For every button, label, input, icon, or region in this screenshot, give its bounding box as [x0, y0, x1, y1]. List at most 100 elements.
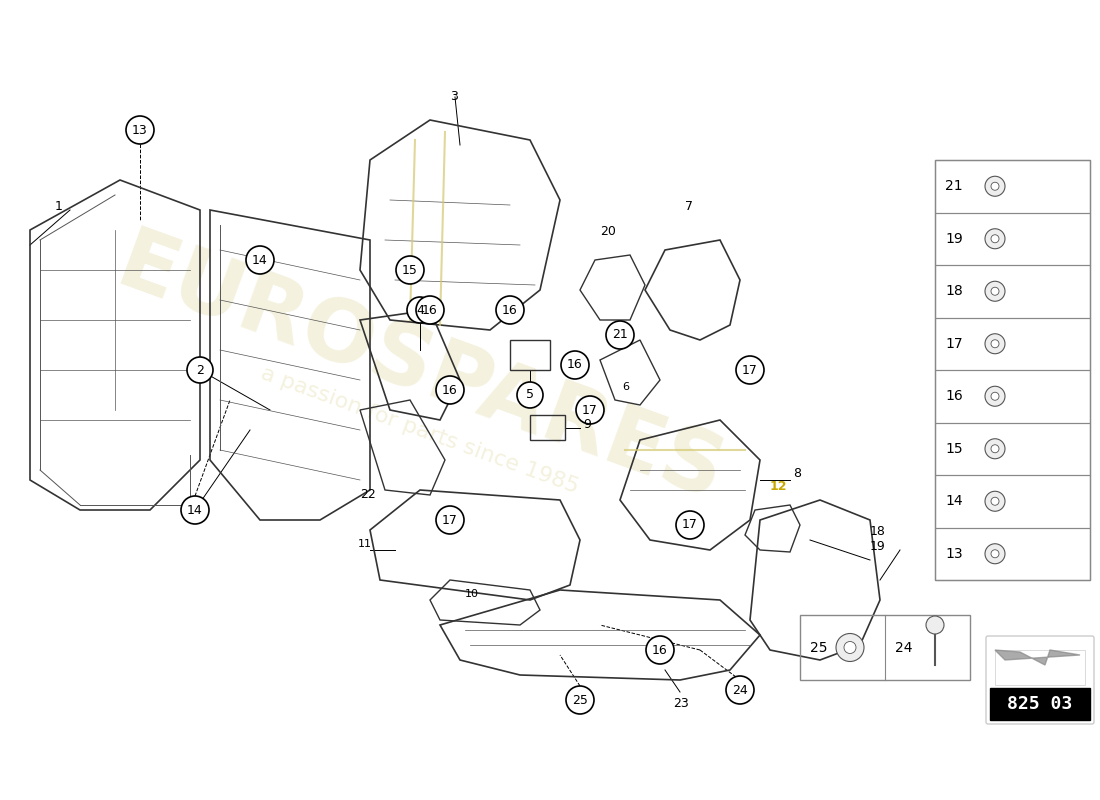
Circle shape [736, 356, 764, 384]
Text: 15: 15 [403, 263, 418, 277]
Bar [935, 265, 1090, 318]
Bar [935, 160, 1090, 213]
Text: EUROSPARES: EUROSPARES [106, 222, 735, 518]
Text: 9: 9 [583, 418, 591, 431]
Circle shape [991, 182, 999, 190]
Bar [935, 160, 1090, 580]
Circle shape [984, 386, 1005, 406]
Text: 17: 17 [682, 518, 697, 531]
Bar [510, 340, 550, 370]
FancyBboxPatch shape [986, 636, 1094, 724]
Text: 21: 21 [945, 179, 962, 194]
Text: 25: 25 [810, 641, 827, 654]
Text: 17: 17 [582, 403, 598, 417]
Circle shape [246, 246, 274, 274]
Text: 23: 23 [673, 697, 689, 710]
Circle shape [517, 382, 543, 408]
Text: 17: 17 [945, 337, 962, 350]
Text: 24: 24 [895, 641, 913, 654]
Text: 1: 1 [55, 200, 63, 213]
Circle shape [844, 642, 856, 654]
Text: 18: 18 [870, 525, 886, 538]
Text: 14: 14 [945, 494, 962, 508]
Circle shape [436, 506, 464, 534]
Circle shape [606, 321, 634, 349]
Text: 25: 25 [572, 694, 587, 706]
Circle shape [496, 296, 524, 324]
Circle shape [991, 392, 999, 400]
Text: 16: 16 [568, 358, 583, 371]
Text: 22: 22 [360, 488, 376, 501]
Circle shape [126, 116, 154, 144]
Bar [935, 213, 1090, 265]
Circle shape [991, 498, 999, 506]
Circle shape [926, 616, 944, 634]
Bar [990, 688, 1090, 720]
Circle shape [416, 296, 444, 324]
Text: 19: 19 [945, 232, 962, 246]
Text: 16: 16 [945, 390, 962, 403]
Text: 5: 5 [526, 389, 534, 402]
Text: 13: 13 [132, 123, 147, 137]
Polygon shape [996, 650, 1080, 665]
Circle shape [984, 491, 1005, 511]
Circle shape [561, 351, 588, 379]
Circle shape [984, 229, 1005, 249]
Text: 8: 8 [793, 467, 801, 480]
Circle shape [991, 287, 999, 295]
Text: 15: 15 [945, 442, 962, 456]
Circle shape [396, 256, 424, 284]
Text: a passion for parts since 1985: a passion for parts since 1985 [258, 363, 582, 497]
Circle shape [991, 550, 999, 558]
Text: 7: 7 [685, 200, 693, 213]
Circle shape [566, 686, 594, 714]
Text: 16: 16 [502, 303, 518, 317]
Bar [935, 370, 1090, 422]
Circle shape [984, 544, 1005, 564]
Text: 18: 18 [945, 284, 962, 298]
Bar [935, 422, 1090, 475]
Text: 20: 20 [600, 225, 616, 238]
Text: 19: 19 [870, 540, 886, 553]
Text: 13: 13 [945, 546, 962, 561]
Text: 16: 16 [442, 383, 458, 397]
Bar [935, 527, 1090, 580]
Text: 17: 17 [742, 363, 758, 377]
Circle shape [984, 282, 1005, 302]
Text: 17: 17 [442, 514, 458, 526]
Circle shape [407, 297, 433, 323]
Bar [935, 318, 1090, 370]
Circle shape [436, 376, 464, 404]
Text: 6: 6 [621, 382, 629, 392]
Circle shape [836, 634, 864, 662]
Text: 14: 14 [252, 254, 268, 266]
Circle shape [991, 340, 999, 348]
Circle shape [984, 334, 1005, 354]
Circle shape [576, 396, 604, 424]
Text: 4: 4 [416, 303, 424, 317]
Text: 14: 14 [187, 503, 202, 517]
Text: 12: 12 [770, 480, 788, 493]
Circle shape [991, 445, 999, 453]
Circle shape [187, 357, 213, 383]
Text: 11: 11 [358, 539, 372, 549]
Circle shape [646, 636, 674, 664]
Text: 3: 3 [450, 90, 458, 103]
Text: 21: 21 [612, 329, 628, 342]
Text: 16: 16 [422, 303, 438, 317]
Text: 10: 10 [465, 589, 478, 599]
Text: 2: 2 [196, 363, 204, 377]
Circle shape [984, 176, 1005, 196]
Circle shape [991, 234, 999, 242]
Text: 16: 16 [652, 643, 668, 657]
Text: 825 03: 825 03 [1008, 695, 1072, 713]
Bar [935, 475, 1090, 527]
Bar [530, 415, 565, 440]
Bar [996, 650, 1085, 685]
Circle shape [984, 438, 1005, 458]
Circle shape [676, 511, 704, 539]
Circle shape [182, 496, 209, 524]
Bar [800, 615, 970, 680]
Circle shape [726, 676, 754, 704]
Text: 24: 24 [733, 683, 748, 697]
